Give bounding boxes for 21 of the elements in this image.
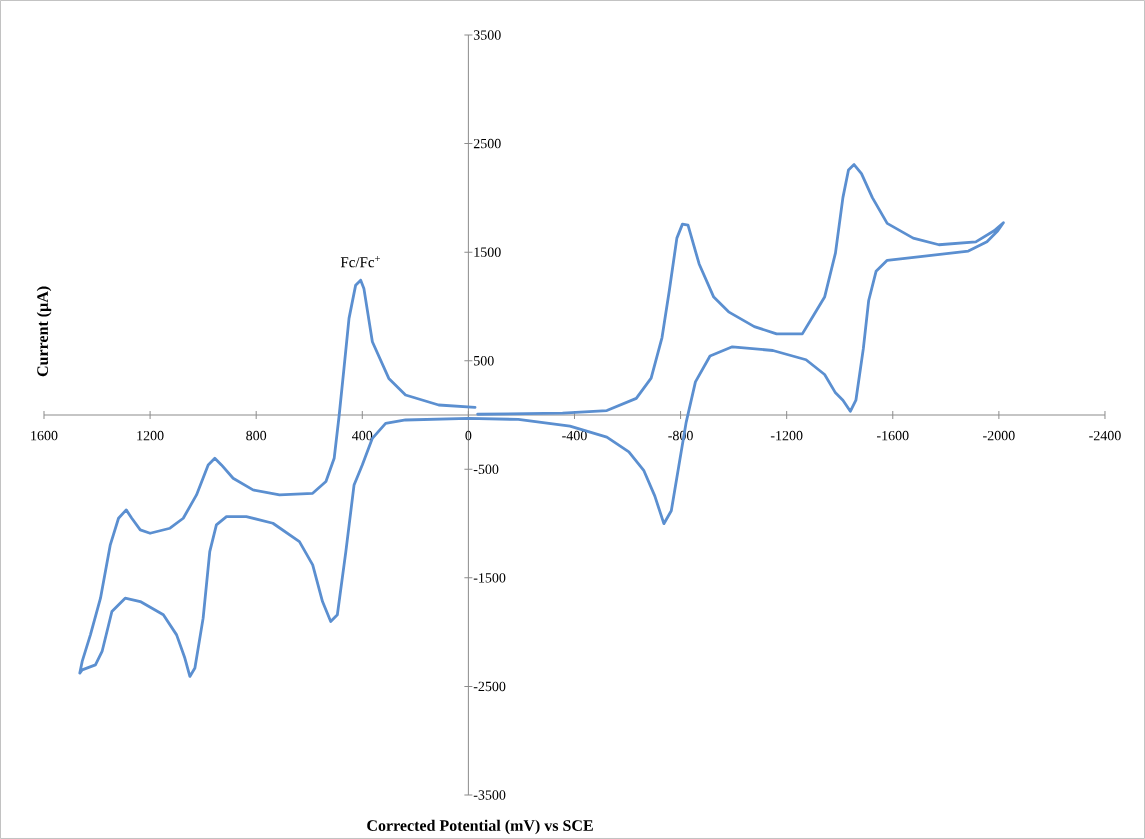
x-tick-label: -1600: [876, 430, 909, 441]
y-tick-label: 500: [474, 355, 494, 366]
y-tick-label: -1500: [473, 573, 506, 583]
y-axis-title: Current (µA): [36, 286, 52, 377]
y-tick-label: -500: [473, 464, 499, 475]
x-tick-label: -400: [562, 430, 587, 441]
x-tick-label: 800: [246, 430, 267, 441]
y-tick-label: 1500: [474, 247, 501, 257]
y-tick-label: -2500: [473, 681, 506, 692]
x-tick-label: -2400: [1089, 430, 1121, 441]
annotation: Fc/Fc$^{+}$: [340, 255, 380, 268]
y-tick-label: -3500: [473, 790, 506, 800]
x-tick-label: 400: [352, 430, 373, 441]
x-axis-title: Corrected Potential (mV) vs SCE: [367, 819, 593, 835]
y-tick-label: 3500: [473, 30, 501, 40]
x-tick-label: -1200: [770, 430, 803, 441]
y-tick-label: 2500: [473, 138, 501, 149]
x-tick-label: -2000: [983, 430, 1015, 441]
x-tick-label: 1600: [31, 430, 58, 441]
x-tick-label: 1200: [137, 430, 164, 441]
x-tick-label: 0: [465, 430, 472, 441]
